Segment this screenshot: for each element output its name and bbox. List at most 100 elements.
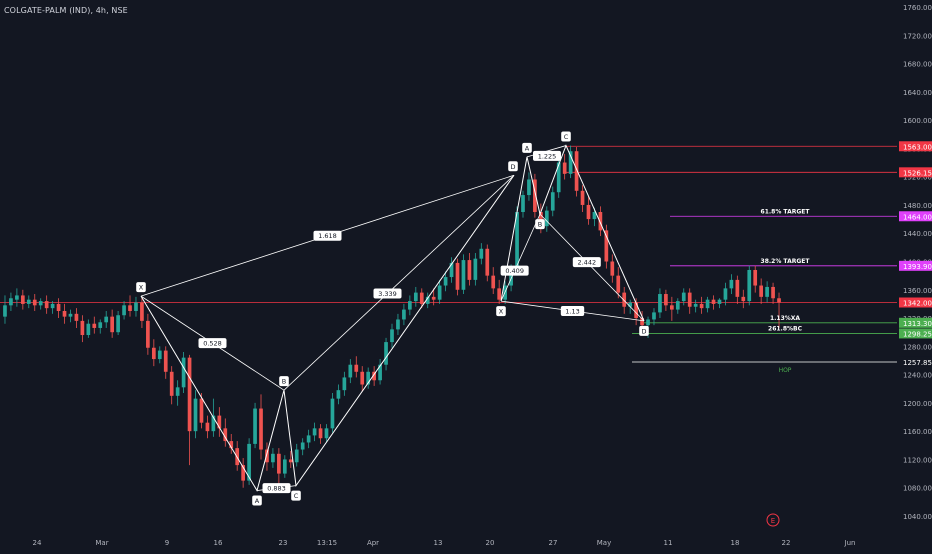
bear-candle[interactable] (640, 318, 644, 326)
bear-candle[interactable] (265, 449, 269, 463)
bear-candle[interactable] (771, 286, 775, 299)
bull-candle[interactable] (336, 390, 341, 399)
bear-candle[interactable] (711, 299, 716, 304)
bull-candle[interactable] (473, 258, 478, 280)
bull-candle[interactable] (211, 415, 216, 432)
bull-candle[interactable] (449, 262, 454, 278)
bull-candle[interactable] (408, 301, 412, 310)
bull-candle[interactable] (294, 449, 299, 463)
bear-candle[interactable] (163, 350, 168, 372)
bull-candle[interactable] (592, 212, 597, 220)
bull-candle[interactable] (181, 357, 186, 388)
bull-candle[interactable] (527, 179, 531, 196)
bear-candle[interactable] (354, 364, 359, 372)
bull-candle[interactable] (652, 312, 656, 320)
bear-candle[interactable] (497, 288, 502, 300)
pattern-zigzag[interactable] (140, 174, 515, 492)
bull-candle[interactable] (765, 286, 769, 297)
bear-candle[interactable] (128, 305, 132, 311)
earnings-event-icon[interactable] (766, 513, 780, 527)
bear-candle[interactable] (288, 459, 293, 463)
bull-candle[interactable] (568, 151, 573, 174)
bear-candle[interactable] (455, 262, 460, 290)
bull-candle[interactable] (300, 442, 305, 450)
bull-candle[interactable] (324, 428, 329, 439)
bear-candle[interactable] (664, 294, 668, 306)
bear-candle[interactable] (634, 302, 638, 319)
bull-candle[interactable] (378, 364, 382, 381)
bull-candle[interactable] (425, 296, 430, 304)
bull-candle[interactable] (628, 302, 633, 307)
bull-candle[interactable] (693, 303, 698, 307)
bear-candle[interactable] (491, 275, 496, 289)
bear-candle[interactable] (241, 465, 245, 481)
bull-candle[interactable] (348, 364, 353, 378)
bull-candle[interactable] (116, 315, 120, 333)
bull-candle[interactable] (312, 428, 317, 436)
bear-candle[interactable] (92, 323, 97, 328)
bull-candle[interactable] (461, 260, 466, 290)
bull-candle[interactable] (747, 269, 752, 302)
bull-candle[interactable] (729, 279, 734, 289)
bear-candle[interactable] (574, 151, 579, 191)
bear-candle[interactable] (277, 453, 281, 474)
bull-candle[interactable] (390, 329, 394, 343)
bull-candle[interactable] (675, 301, 680, 310)
bear-candle[interactable] (753, 269, 758, 286)
bear-candle[interactable] (56, 303, 61, 311)
bull-candle[interactable] (86, 323, 91, 336)
bull-candle[interactable] (544, 210, 549, 227)
bull-candle[interactable] (413, 292, 418, 302)
bear-candle[interactable] (759, 285, 764, 297)
bull-candle[interactable] (366, 371, 371, 385)
bear-candle[interactable] (610, 261, 615, 276)
bear-candle[interactable] (598, 212, 603, 231)
bear-candle[interactable] (74, 313, 79, 321)
bull-candle[interactable] (38, 301, 43, 306)
bear-candle[interactable] (205, 422, 210, 432)
bull-candle[interactable] (247, 443, 251, 481)
bear-candle[interactable] (140, 302, 144, 321)
bull-candle[interactable] (479, 248, 484, 259)
bull-candle[interactable] (681, 292, 686, 302)
bull-candle[interactable] (122, 305, 126, 316)
bear-candle[interactable] (699, 303, 704, 309)
bull-candle[interactable] (717, 299, 722, 304)
bear-candle[interactable] (539, 212, 543, 227)
bull-candle[interactable] (521, 195, 525, 213)
bull-candle[interactable] (384, 342, 388, 365)
bear-candle[interactable] (223, 428, 228, 442)
bear-candle[interactable] (586, 204, 591, 220)
bear-candle[interactable] (604, 230, 609, 262)
bear-candle[interactable] (533, 179, 537, 213)
bull-candle[interactable] (3, 305, 7, 317)
bear-candle[interactable] (360, 371, 365, 385)
bear-candle[interactable] (44, 301, 49, 309)
bull-candle[interactable] (306, 435, 311, 443)
bear-candle[interactable] (20, 295, 25, 304)
bear-candle[interactable] (467, 260, 472, 280)
bull-candle[interactable] (15, 295, 19, 300)
bear-candle[interactable] (32, 299, 37, 306)
bull-candle[interactable] (515, 212, 519, 270)
bear-candle[interactable] (80, 320, 85, 336)
bull-candle[interactable] (402, 309, 406, 320)
bear-candle[interactable] (777, 298, 781, 303)
bull-candle[interactable] (50, 303, 55, 309)
bear-candle[interactable] (62, 310, 67, 317)
bear-candle[interactable] (187, 357, 192, 432)
bull-candle[interactable] (330, 398, 335, 429)
bear-candle[interactable] (199, 398, 204, 423)
bear-candle[interactable] (485, 248, 490, 276)
bull-candle[interactable] (193, 398, 198, 432)
bull-candle[interactable] (342, 377, 347, 391)
bear-candle[interactable] (687, 292, 692, 307)
bull-candle[interactable] (134, 302, 138, 311)
bear-candle[interactable] (151, 347, 156, 360)
bear-candle[interactable] (431, 296, 436, 300)
bull-candle[interactable] (98, 322, 103, 328)
bull-candle[interactable] (104, 316, 109, 323)
bear-candle[interactable] (741, 296, 746, 302)
bull-candle[interactable] (437, 285, 442, 300)
